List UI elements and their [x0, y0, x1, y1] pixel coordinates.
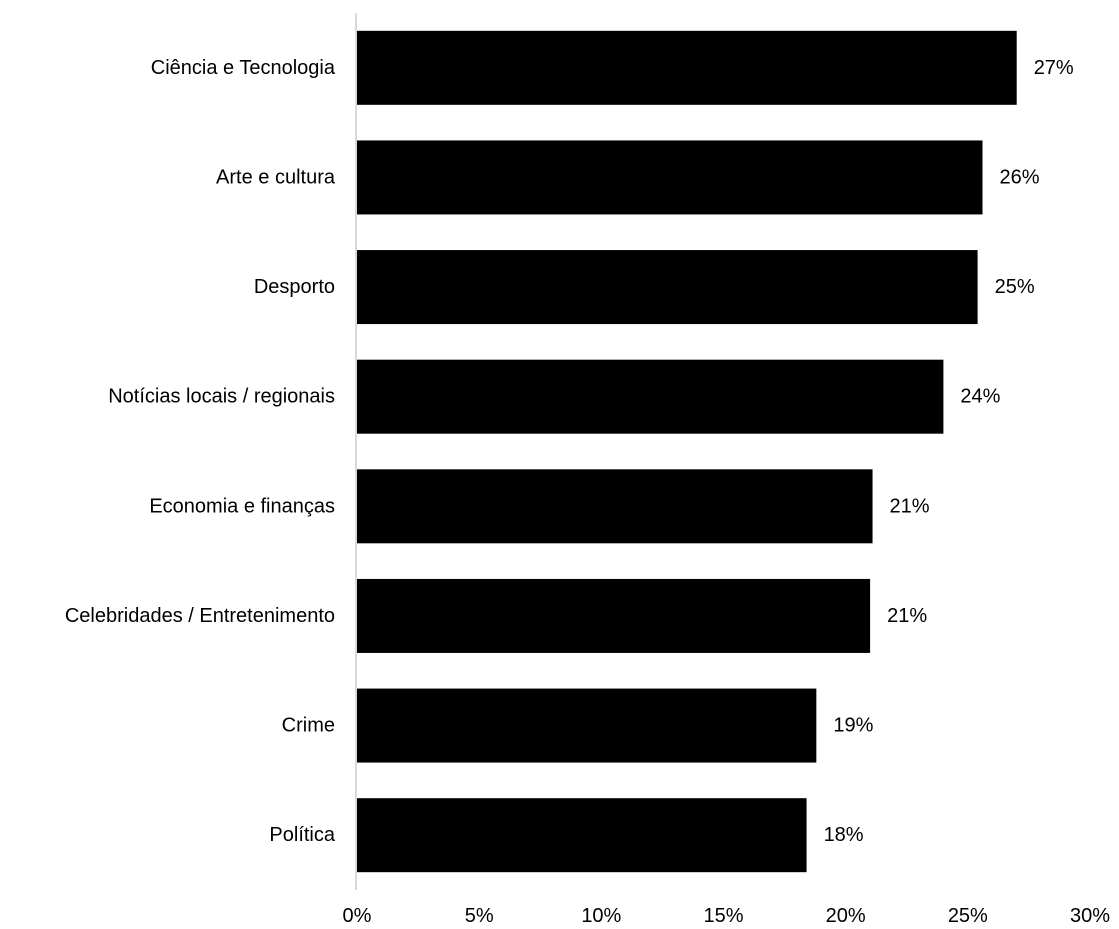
- value-label: 24%: [960, 386, 1000, 408]
- category-label: Celebridades / Entretenimento: [65, 605, 335, 627]
- category-label: Arte e cultura: [216, 166, 336, 188]
- category-label: Desporto: [254, 276, 335, 298]
- x-tick-label: 20%: [826, 905, 866, 927]
- value-label: 21%: [890, 495, 930, 517]
- value-label: 19%: [833, 715, 873, 737]
- bar: [357, 359, 944, 434]
- bar: [357, 469, 873, 544]
- value-label: 18%: [824, 824, 864, 846]
- category-label: Ciência e Tecnologia: [151, 57, 336, 79]
- bar: [357, 140, 983, 215]
- value-labels-group: 27% 26% 25% 24% 21% 21% 19% 18%: [824, 57, 1074, 846]
- category-label: Notícias locais / regionais: [108, 386, 335, 408]
- bar: [357, 798, 807, 873]
- category-label: Política: [269, 824, 335, 846]
- value-label: 26%: [999, 166, 1039, 188]
- value-label: 27%: [1034, 57, 1074, 79]
- x-tick-labels-group: 0% 5% 10% 15% 20% 25% 30%: [343, 905, 1111, 927]
- x-tick-label: 10%: [581, 905, 621, 927]
- value-label: 21%: [887, 605, 927, 627]
- bar: [357, 250, 978, 325]
- x-tick-label: 30%: [1070, 905, 1110, 927]
- bar: [357, 578, 871, 653]
- bar: [357, 688, 817, 763]
- bars-group: [357, 30, 1017, 873]
- category-label: Economia e finanças: [149, 495, 335, 517]
- x-tick-label: 0%: [343, 905, 372, 927]
- x-tick-label: 15%: [703, 905, 743, 927]
- value-label: 25%: [995, 276, 1035, 298]
- category-labels-group: Ciência e Tecnologia Arte e cultura Despor…: [65, 57, 336, 846]
- x-tick-label: 5%: [465, 905, 494, 927]
- x-tick-label: 25%: [948, 905, 988, 927]
- category-label: Crime: [282, 715, 335, 737]
- bar: [357, 30, 1017, 105]
